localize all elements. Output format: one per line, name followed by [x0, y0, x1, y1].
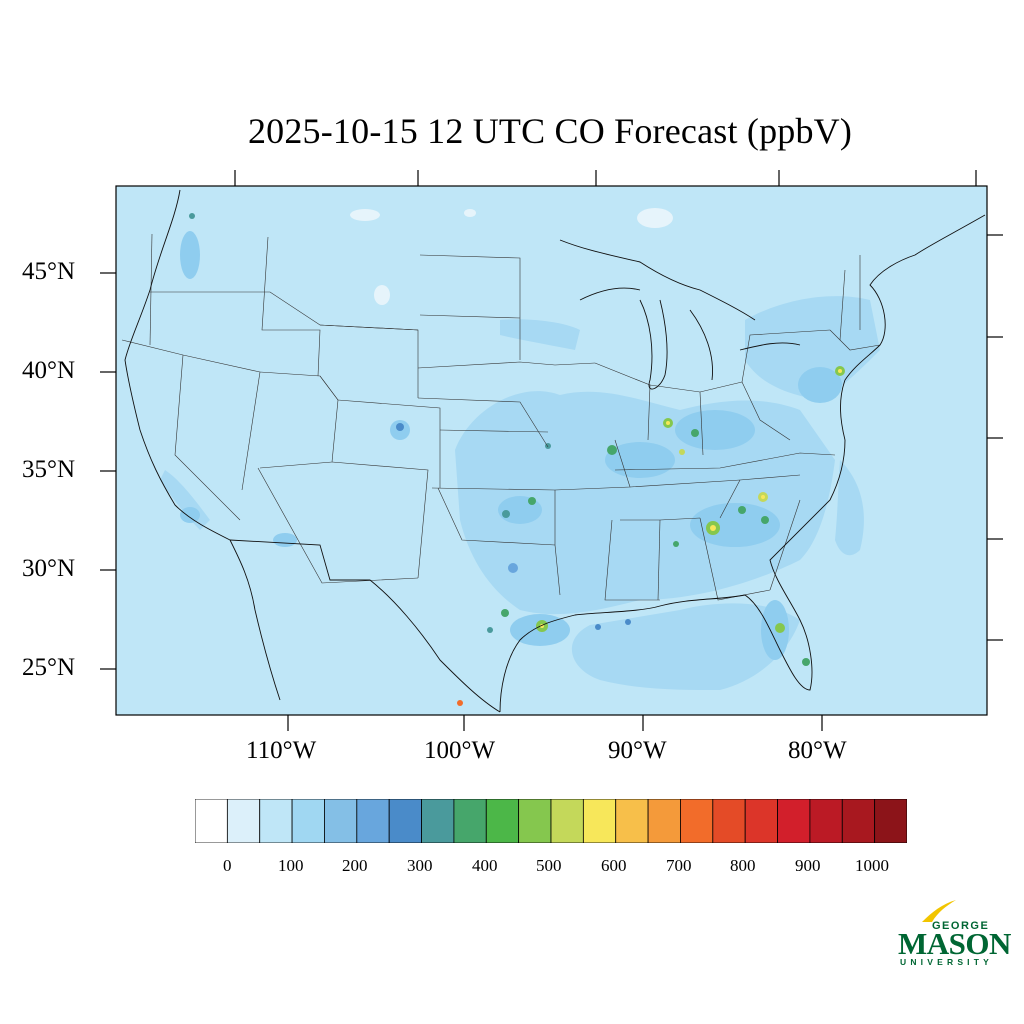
colorbar-label-600: 600 — [601, 856, 627, 875]
colorbar-swatch — [615, 799, 649, 843]
coastlines — [124, 189, 986, 713]
state-boundaries — [121, 233, 881, 601]
right-ticks — [987, 234, 1003, 641]
co-field-low — [350, 208, 673, 305]
lon-label-110w: 110°W — [246, 737, 317, 764]
logo-mason-text: MASON — [898, 926, 1011, 961]
colorbar-swatch — [356, 799, 390, 843]
colorbar-swatch — [809, 799, 843, 843]
bottom-ticks — [287, 715, 823, 731]
colorbar-swatch — [324, 799, 358, 843]
colorbar-label-1000: 1000 — [855, 856, 889, 875]
colorbar-label-200: 200 — [342, 856, 368, 875]
colorbar-label-800: 800 — [730, 856, 756, 875]
colorbar-swatch — [421, 799, 455, 843]
colorbar-swatch — [195, 799, 228, 843]
lon-label-90w: 90°W — [608, 737, 667, 764]
left-ticks — [100, 272, 116, 670]
colorbar-swatch — [226, 799, 261, 843]
colorbar-swatch — [485, 799, 520, 843]
colorbar-swatch — [680, 799, 714, 843]
colorbar-label-900: 900 — [795, 856, 821, 875]
lat-label-25n: 25°N — [22, 654, 76, 681]
logo-swoosh-icon — [922, 900, 956, 922]
colorbar-swatch — [259, 799, 293, 843]
colorbar-swatch — [777, 799, 811, 843]
map-title: 2025-10-15 12 UTC CO Forecast (ppbV) — [247, 111, 853, 151]
lat-label-35n: 35°N — [22, 456, 76, 483]
lat-label-30n: 30°N — [22, 555, 76, 582]
colorbar-swatch — [744, 799, 778, 843]
map-frame — [115, 185, 988, 716]
colorbar-label-300: 300 — [407, 856, 433, 875]
colorbar-swatch — [518, 799, 552, 843]
colorbar-swatch — [712, 799, 746, 843]
colorbar-swatch — [841, 799, 876, 843]
lon-label-100w: 100°W — [424, 737, 496, 764]
colorbar — [195, 799, 907, 843]
colorbar-swatch — [874, 799, 907, 843]
gmu-logo: GEORGE MASON UNIVERSITY — [898, 898, 1011, 968]
colorbar-swatch — [388, 799, 422, 843]
colorbar-swatch — [647, 799, 681, 843]
top-ticks — [234, 170, 977, 186]
colorbar-label-500: 500 — [536, 856, 562, 875]
colorbar-swatch — [291, 799, 325, 843]
colorbar-swatch — [582, 799, 617, 843]
colorbar-label-0: 0 — [223, 856, 232, 875]
co-hotspots — [189, 213, 845, 706]
colorbar-swatch — [453, 799, 487, 843]
lon-label-80w: 80°W — [788, 737, 847, 764]
logo-university-text: UNIVERSITY — [900, 957, 994, 967]
lat-label-45n: 45°N — [22, 258, 76, 285]
colorbar-label-700: 700 — [666, 856, 692, 875]
colorbar-swatch — [550, 799, 584, 843]
lat-label-40n: 40°N — [22, 357, 76, 384]
colorbar-label-400: 400 — [472, 856, 498, 875]
logo-george-text: GEORGE — [932, 920, 990, 932]
colorbar-label-100: 100 — [278, 856, 304, 875]
